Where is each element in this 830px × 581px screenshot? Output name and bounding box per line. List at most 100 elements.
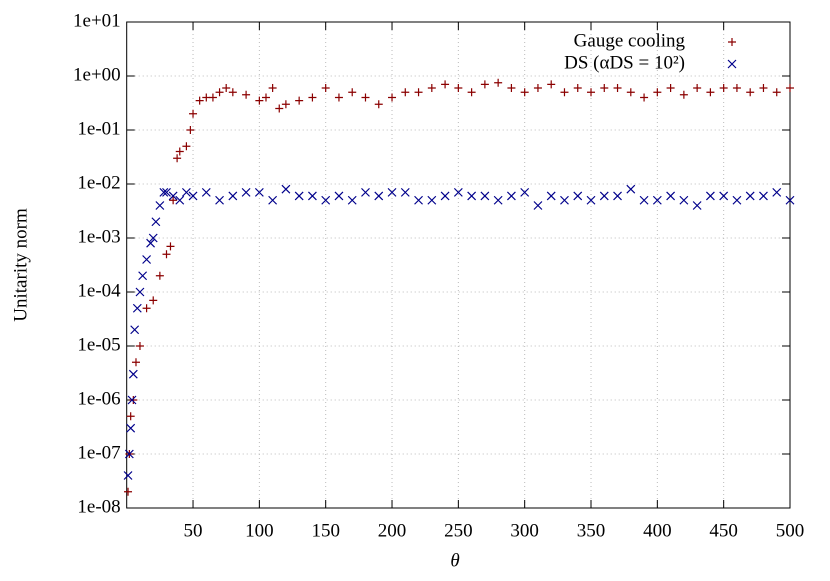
point — [228, 88, 237, 97]
point — [719, 191, 729, 201]
y-tick-label: 1e-02 — [77, 172, 120, 193]
point — [454, 83, 463, 92]
point — [547, 80, 556, 89]
y-tick-label: 1e-03 — [77, 226, 120, 247]
point — [261, 93, 270, 102]
point — [142, 304, 151, 313]
point — [427, 83, 436, 92]
point — [361, 187, 370, 197]
point — [182, 142, 191, 151]
x-tick-label: 150 — [311, 520, 340, 541]
point — [155, 271, 164, 280]
point — [507, 83, 516, 92]
point — [162, 250, 171, 259]
x-tick-label: 300 — [510, 520, 539, 541]
y-tick-label: 1e+01 — [73, 10, 121, 31]
point — [275, 104, 284, 113]
point — [453, 187, 463, 197]
x-tick-label: 350 — [577, 520, 606, 541]
legend-label: Gauge cooling — [574, 30, 686, 51]
point — [573, 83, 582, 92]
x-tick-label: 50 — [184, 520, 203, 541]
point — [520, 88, 529, 97]
point — [613, 83, 622, 92]
point — [388, 93, 397, 102]
x-axis-label: θ — [450, 550, 459, 571]
point — [242, 90, 251, 99]
point — [132, 303, 142, 313]
x-tick-label: 450 — [709, 520, 738, 541]
point — [142, 255, 152, 264]
point — [732, 83, 741, 92]
point — [189, 109, 198, 118]
y-axis-label: Unitarity norm — [10, 208, 31, 322]
point — [759, 83, 768, 92]
point — [268, 195, 278, 205]
point — [480, 80, 489, 89]
point — [560, 195, 569, 205]
point — [162, 187, 171, 197]
point — [295, 96, 304, 105]
point — [374, 100, 383, 109]
y-tick-label: 1e+00 — [73, 64, 121, 85]
point — [124, 449, 134, 459]
point — [321, 83, 330, 92]
point — [692, 201, 702, 210]
point — [613, 191, 622, 201]
point — [228, 191, 238, 201]
point — [138, 271, 148, 281]
legend-label: DS (αDS = 10²) — [564, 52, 685, 73]
point — [222, 83, 231, 92]
point — [215, 88, 224, 97]
point — [666, 191, 676, 201]
point — [175, 147, 184, 156]
point — [268, 83, 277, 92]
point — [347, 195, 357, 205]
point — [441, 80, 450, 89]
point — [506, 191, 516, 201]
point — [155, 201, 165, 210]
point — [586, 195, 596, 205]
point — [494, 78, 503, 87]
point — [135, 287, 145, 297]
x-tick-label: 250 — [444, 520, 473, 541]
point — [587, 88, 596, 97]
point — [786, 83, 794, 92]
point — [414, 195, 423, 205]
point — [772, 88, 781, 97]
legend-marker — [728, 38, 736, 46]
point — [573, 191, 583, 201]
point — [732, 195, 742, 205]
point — [533, 83, 542, 92]
point — [772, 187, 782, 197]
point — [533, 201, 543, 210]
point — [175, 195, 185, 205]
plot-frame — [126, 21, 791, 509]
point — [493, 195, 503, 205]
y-tick-label: 1e-07 — [77, 442, 120, 463]
point — [129, 396, 138, 404]
y-tick-label: 1e-06 — [77, 388, 120, 409]
legend-marker — [727, 59, 737, 69]
point — [127, 395, 137, 405]
y-tick-label: 1e-05 — [77, 334, 120, 355]
point — [255, 96, 264, 105]
point — [693, 83, 702, 92]
point — [480, 191, 490, 201]
point — [149, 296, 158, 305]
point — [215, 195, 224, 205]
point — [126, 412, 135, 421]
x-tick-label: 500 — [776, 520, 805, 541]
point — [652, 195, 662, 205]
point — [400, 187, 410, 197]
point — [679, 90, 688, 99]
point — [600, 83, 609, 92]
point — [281, 100, 290, 109]
point — [130, 325, 140, 335]
point — [131, 358, 140, 367]
point — [653, 88, 662, 97]
point — [135, 342, 144, 350]
point — [126, 423, 136, 433]
